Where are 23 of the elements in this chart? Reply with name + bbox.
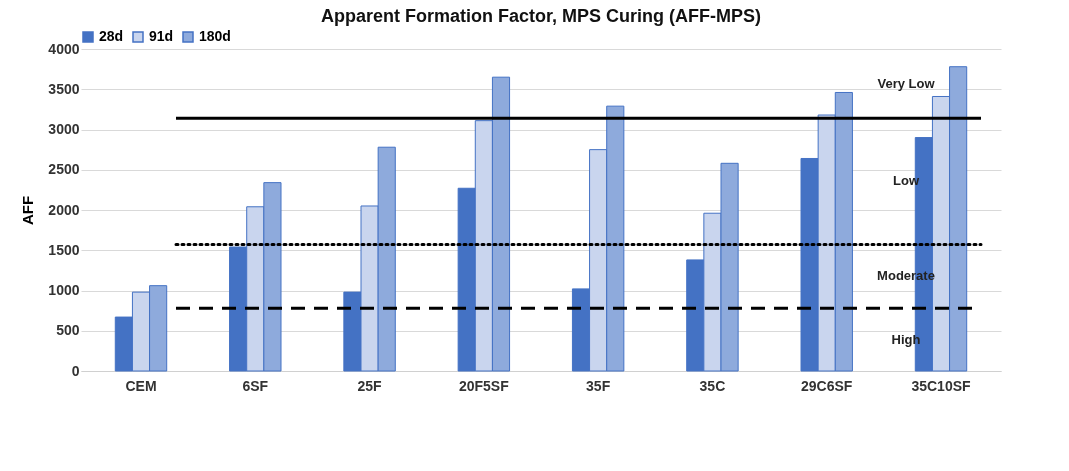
x-tick-label: 35F <box>586 377 611 394</box>
x-tick-label: 20F5SF <box>458 377 510 394</box>
y-tick-label: 1500 <box>48 241 80 258</box>
legend-label: 28d <box>99 28 124 44</box>
y-tick-label: 1000 <box>48 282 80 298</box>
chart-title: Apparent Formation Factor, MPS Curing (AFF-MPS) <box>321 6 761 26</box>
y-tick-label: 0 <box>71 362 80 379</box>
legend-label: 180d <box>199 28 231 44</box>
x-tick-label: 6SF <box>242 377 269 394</box>
y-tick-label: 2000 <box>48 201 80 218</box>
x-tick-label: 35C <box>699 377 726 394</box>
legend-label: 91d <box>149 28 174 44</box>
x-tick-label: 35C10SF <box>911 377 972 394</box>
y-axis-title: AFF <box>19 195 37 226</box>
x-tick-label: 29C6SF <box>801 377 853 394</box>
y-tick-label: 4000 <box>48 40 80 57</box>
y-tick-label: 500 <box>56 322 80 339</box>
y-tick-label: 3500 <box>48 80 80 97</box>
x-tick-label: 25F <box>357 377 383 394</box>
x-tick-label: CEM <box>125 377 157 394</box>
y-tick-label: 3000 <box>48 121 80 137</box>
y-tick-label: 2500 <box>48 161 80 178</box>
annotation: Very Low <box>877 75 936 91</box>
